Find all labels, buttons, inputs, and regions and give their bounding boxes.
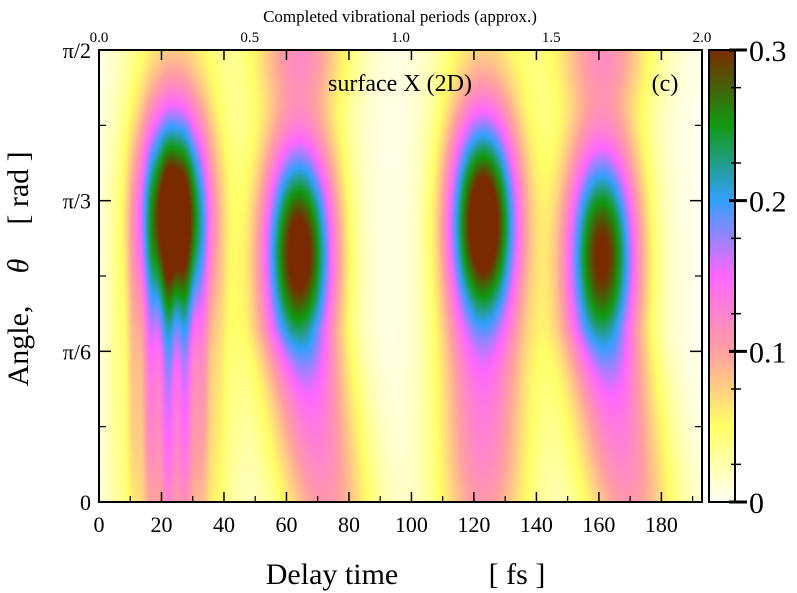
top-tick-label: 0.0 bbox=[90, 30, 109, 46]
plot-area bbox=[98, 49, 703, 503]
colorbar: 0 0.1 0.2 0.3 bbox=[708, 35, 787, 520]
x-tick-label: 100 bbox=[395, 512, 428, 537]
x-tick-label: 40 bbox=[213, 512, 235, 537]
y-axis-label-symbol: θ bbox=[2, 258, 35, 273]
x-tick-label: 120 bbox=[457, 512, 490, 537]
y-tick-label: π/6 bbox=[63, 339, 91, 364]
y-axis-label-main: Angle, bbox=[2, 306, 35, 387]
top-tick-label: 0.5 bbox=[240, 30, 259, 46]
x-tick-label: 80 bbox=[338, 512, 360, 537]
x-tick-label: 20 bbox=[150, 512, 172, 537]
colorbar-gradient bbox=[708, 49, 736, 503]
surface-annotation: surface X (2D) bbox=[328, 71, 472, 97]
colorbar-tick-label: 0.2 bbox=[749, 186, 787, 219]
y-tick-label: π/2 bbox=[63, 38, 91, 63]
axis-ticks: 0 20 40 60 80 100 120 140 160 180 0 π/6 π/3 π/20.0 0.5… bbox=[63, 30, 712, 537]
colorbar-tick-label: 0 bbox=[749, 487, 764, 520]
x-tick-label: 140 bbox=[520, 512, 553, 537]
x-tick-label: 0 bbox=[94, 512, 105, 537]
y-tick-label: 0 bbox=[80, 490, 91, 515]
x-tick-label: 160 bbox=[582, 512, 615, 537]
colorbar-tick-label: 0.3 bbox=[749, 35, 787, 68]
y-axis-label: Angle, θ [ rad ] bbox=[2, 151, 35, 386]
panel-label: (c) bbox=[652, 71, 679, 97]
colorbar-tick-label: 0.1 bbox=[749, 336, 787, 369]
top-tick-label: 1.5 bbox=[542, 30, 561, 46]
heatmap-image bbox=[99, 50, 702, 502]
x-axis-label: Delay time bbox=[266, 558, 398, 591]
top-tick-label: 2.0 bbox=[693, 30, 712, 46]
x-tick-label: 60 bbox=[275, 512, 297, 537]
top-x-axis-label: Completed vibrational periods (approx.) bbox=[263, 7, 537, 26]
y-tick-label: π/3 bbox=[63, 189, 91, 214]
colorbar-ticks: 0 0.1 0.2 0.3 bbox=[729, 35, 787, 520]
x-tick-label: 180 bbox=[645, 512, 678, 537]
x-axis-unit: [ fs ] bbox=[489, 558, 546, 591]
y-axis-label-unit: [ rad ] bbox=[2, 151, 35, 224]
top-tick-label: 1.0 bbox=[391, 30, 410, 46]
